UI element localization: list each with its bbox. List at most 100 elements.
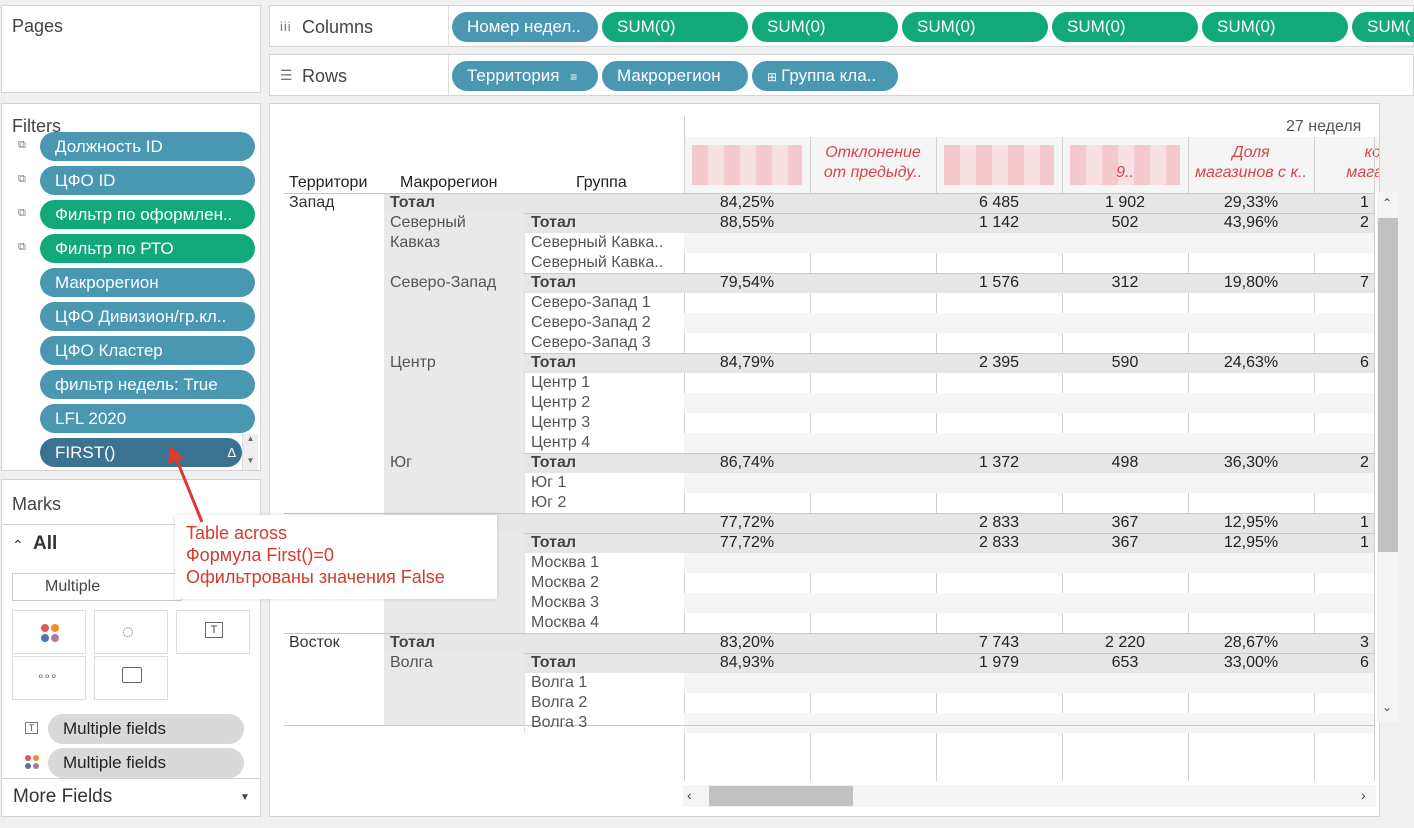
value-cell[interactable]: 1 372 [978, 454, 1020, 471]
filter-pill[interactable]: ЦФО ID [40, 166, 255, 195]
group-cell[interactable]: Северо-Запад 1 [531, 294, 651, 311]
vertical-scrollbar[interactable]: ⌃ ⌄ [1377, 192, 1399, 722]
value-cell[interactable]: 6 [1360, 654, 1369, 671]
value-cell[interactable]: 43,96% [1223, 214, 1279, 231]
column-pill-sum[interactable]: SUM( [1352, 12, 1414, 42]
filter-pill[interactable]: Фильтр по РТО [40, 234, 255, 263]
value-cell[interactable]: 498 [1111, 454, 1139, 471]
group-cell[interactable]: Северо-Запад 3 [531, 334, 651, 351]
group-cell[interactable]: Северо-Запад 2 [531, 314, 651, 331]
measure-header[interactable] [936, 143, 1062, 183]
column-pill-sum[interactable]: SUM(0) [602, 12, 748, 42]
measure-header[interactable]: кол магазин [1314, 143, 1379, 183]
group-cell[interactable]: Центр 1 [531, 374, 591, 391]
value-cell[interactable]: 590 [1111, 354, 1139, 371]
group-cell[interactable]: Центр 3 [531, 414, 591, 431]
marks-all-label[interactable]: All [33, 533, 58, 554]
filters-scrollbar[interactable]: ▲ ▼ [242, 434, 258, 470]
macroregion-cell[interactable]: Центр [390, 354, 436, 371]
size-button[interactable]: ◌ [94, 610, 168, 654]
tooltip-button[interactable] [94, 656, 168, 700]
value-cell[interactable]: 3 0 [1360, 634, 1374, 651]
group-cell[interactable]: Тотал [531, 274, 577, 291]
measure-header[interactable] [684, 143, 810, 183]
value-cell[interactable]: 2 833 [978, 534, 1020, 551]
group-cell[interactable]: Волга 2 [531, 694, 588, 711]
filter-pill[interactable]: фильтр недель: True [40, 370, 255, 399]
value-cell[interactable]: 2 220 [1104, 634, 1146, 651]
value-cell[interactable]: 2 [1360, 454, 1369, 471]
value-cell[interactable]: 12,95% [1223, 514, 1279, 531]
filter-pill[interactable]: FIRST() Δ [40, 438, 242, 467]
measure-header[interactable]: Доля магазинов с к.. [1188, 143, 1314, 183]
filter-pill[interactable]: ЦФО Дивизион/гр.кл.. [40, 302, 255, 331]
value-cell[interactable]: 36,30% [1223, 454, 1279, 471]
group-cell[interactable]: Северный Кавка.. [531, 254, 664, 271]
value-cell[interactable]: 77,72% [719, 514, 775, 531]
group-cell[interactable]: Центр 2 [531, 394, 591, 411]
value-cell[interactable]: 84,93% [719, 654, 775, 671]
group-cell[interactable]: Москва 1 [531, 554, 599, 571]
value-cell[interactable]: 502 [1111, 214, 1139, 231]
value-cell[interactable]: 7 743 [978, 634, 1020, 651]
territory-cell[interactable]: Восток [289, 634, 340, 651]
filter-pill[interactable]: Макрорегион [40, 268, 255, 297]
group-cell[interactable]: Юг 2 [531, 494, 567, 511]
value-cell[interactable]: 84,79% [719, 354, 775, 371]
group-cell[interactable]: Северный Кавка.. [531, 234, 664, 251]
value-cell[interactable]: 6 485 [978, 194, 1020, 211]
value-cell[interactable]: 2 [1360, 214, 1369, 231]
macroregion-cell[interactable]: Кавказ [390, 234, 441, 251]
macroregion-cell[interactable]: Северо-Запад [390, 274, 497, 291]
macroregion-cell[interactable]: Юг [390, 454, 412, 471]
value-cell[interactable]: 2 833 [978, 514, 1020, 531]
row-pill-group[interactable]: ⊞ Группа кла.. [752, 61, 898, 91]
detail-button[interactable]: ∘∘∘ [12, 656, 86, 700]
value-cell[interactable]: 1 5 [1360, 514, 1374, 531]
collapse-icon[interactable]: ⌃ [12, 537, 24, 553]
group-cell[interactable]: Волга 1 [531, 674, 588, 691]
group-cell[interactable]: Москва 4 [531, 614, 599, 631]
group-cell[interactable]: Тотал [531, 654, 577, 671]
value-cell[interactable]: 2 395 [978, 354, 1020, 371]
scroll-down-icon[interactable]: ▼ [246, 456, 255, 465]
dropdown-arrow-icon[interactable]: ▼ [240, 792, 250, 803]
scroll-left-arrow-icon[interactable]: ‹ [687, 787, 692, 803]
macroregion-cell[interactable]: Северный [390, 214, 466, 231]
value-cell[interactable]: 1 9 [1360, 194, 1374, 211]
horizontal-scroll-thumb[interactable] [709, 786, 853, 806]
row-header-title[interactable]: Макрорегион [400, 174, 498, 191]
value-cell[interactable]: 1 142 [978, 214, 1020, 231]
group-cell[interactable]: Москва 2 [531, 574, 599, 591]
value-cell[interactable]: 1 576 [978, 274, 1020, 291]
group-cell[interactable]: Тотал [390, 194, 436, 211]
filter-pill[interactable]: Должность ID [40, 132, 255, 161]
marks-field-color[interactable]: Multiple fields [48, 748, 244, 778]
value-cell[interactable]: 28,67% [1223, 634, 1279, 651]
more-fields-label[interactable]: More Fields [13, 786, 113, 807]
value-cell[interactable]: 1 979 [978, 654, 1020, 671]
group-cell[interactable]: Тотал [531, 454, 577, 471]
value-cell[interactable]: 1 902 [1104, 194, 1146, 211]
filter-pill[interactable]: LFL 2020 [40, 404, 255, 433]
value-cell[interactable]: 29,33% [1223, 194, 1279, 211]
value-cell[interactable]: 86,74% [719, 454, 775, 471]
measure-header[interactable]: 9.. [1062, 143, 1188, 183]
group-cell[interactable]: Центр 4 [531, 434, 591, 451]
value-cell[interactable]: 88,55% [719, 214, 775, 231]
filter-pill[interactable]: ЦФО Кластер [40, 336, 255, 365]
group-cell[interactable]: Юг 1 [531, 474, 567, 491]
scroll-up-icon[interactable]: ▲ [246, 434, 255, 443]
value-cell[interactable]: 1 5 [1360, 534, 1374, 551]
group-cell[interactable]: Тотал [531, 534, 577, 551]
row-header-title[interactable]: Группа [576, 174, 627, 191]
value-cell[interactable]: 6 [1360, 354, 1369, 371]
territory-cell[interactable]: Запад [289, 194, 335, 211]
value-cell[interactable]: 24,63% [1223, 354, 1279, 371]
column-pill-sum[interactable]: SUM(0) [902, 12, 1048, 42]
value-cell[interactable]: 653 [1111, 654, 1139, 671]
mark-type-dropdown[interactable]: Multiple [12, 573, 182, 601]
vertical-scroll-thumb[interactable] [1378, 218, 1398, 552]
value-cell[interactable]: 7 [1360, 274, 1369, 291]
color-button[interactable] [12, 610, 86, 654]
